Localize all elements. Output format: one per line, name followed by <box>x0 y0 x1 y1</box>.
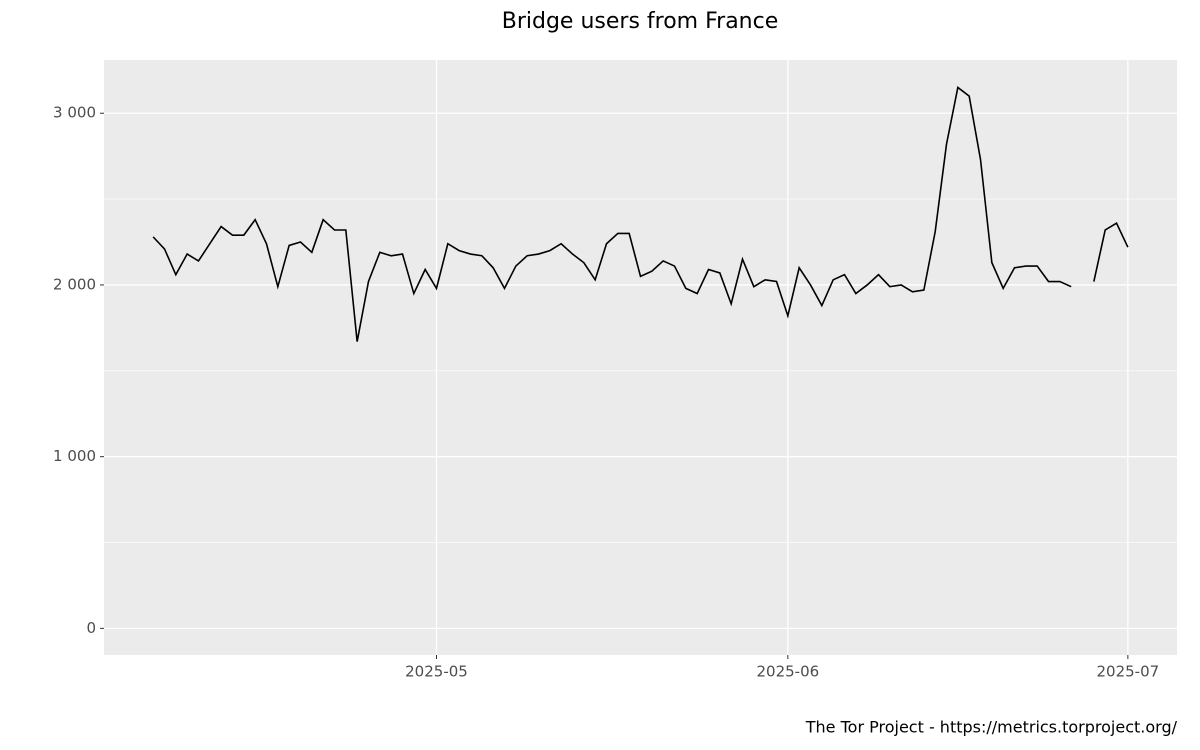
x-tick-label: 2025-06 <box>756 663 819 681</box>
y-tick-label: 1 000 <box>53 447 96 465</box>
y-tick-label: 3 000 <box>53 104 96 122</box>
caption: The Tor Project - https://metrics.torpro… <box>805 718 1178 737</box>
data-line <box>152 86 1129 342</box>
x-tick-label: 2025-07 <box>1097 663 1160 681</box>
plot-background <box>104 60 1177 655</box>
chart-title: Bridge users from France <box>502 9 779 34</box>
y-tick-label: 2 000 <box>53 275 96 293</box>
x-tick-label: 2025-05 <box>405 663 468 681</box>
y-tick-label: 0 <box>86 619 96 637</box>
